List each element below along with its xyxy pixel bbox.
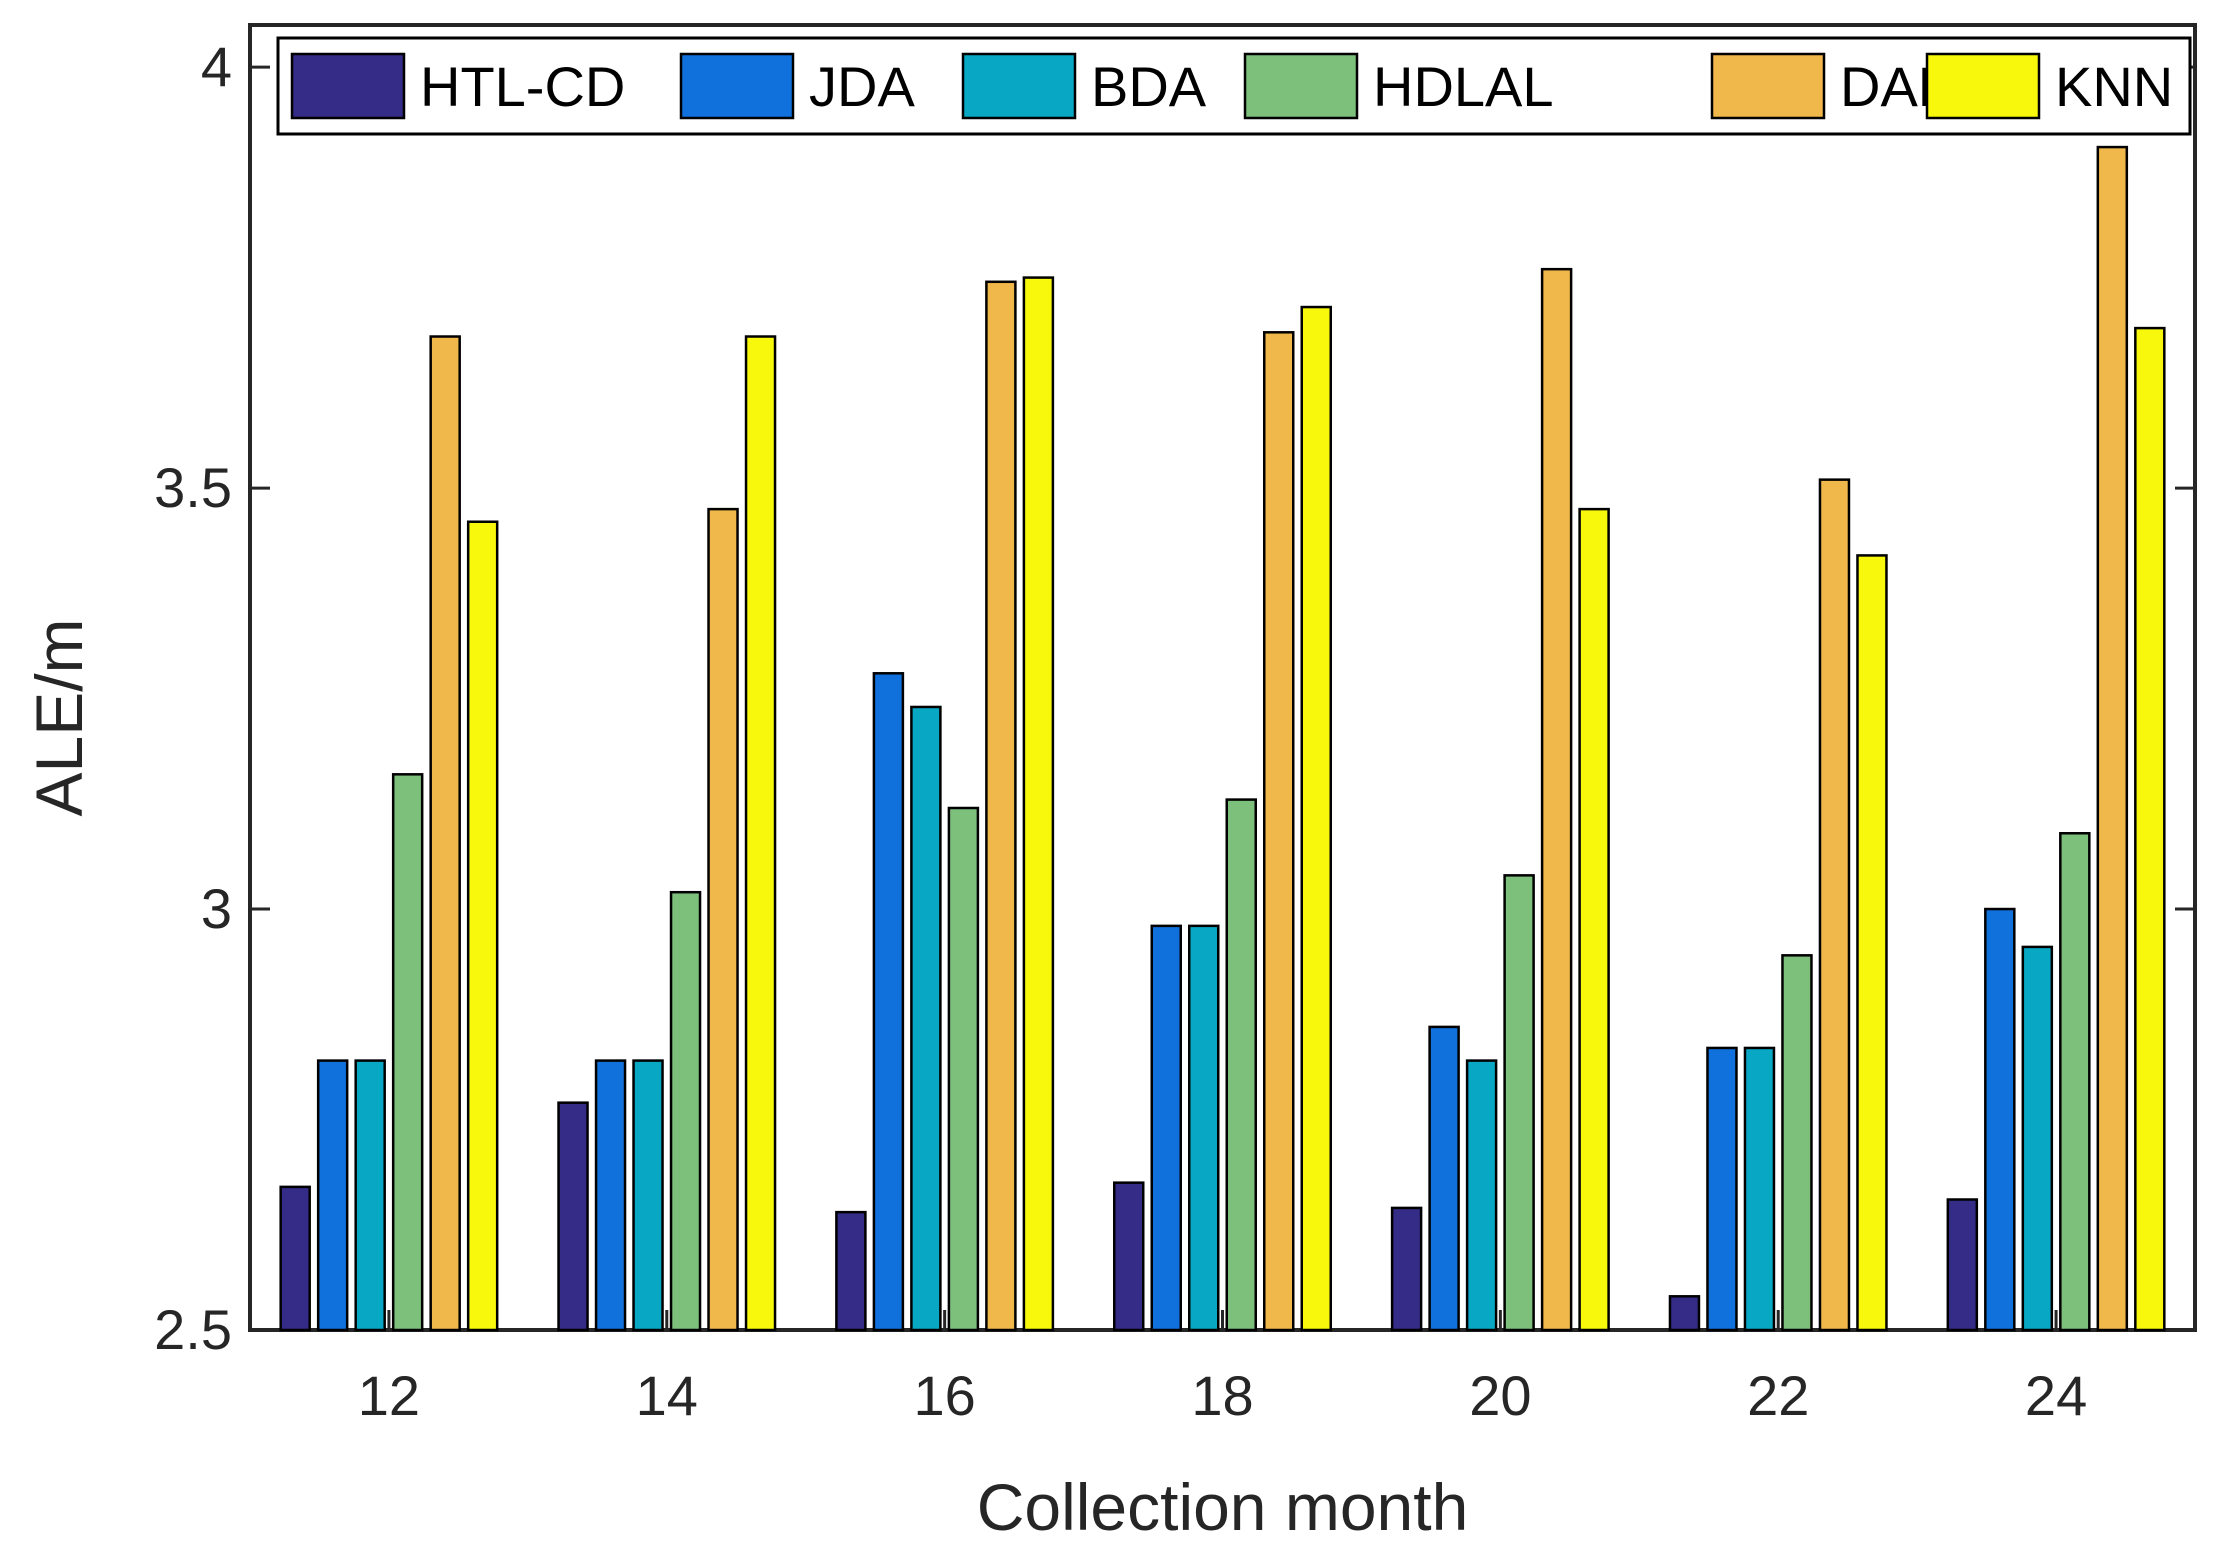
- legend-label: JDA: [809, 55, 915, 118]
- y-tick-label: 4: [201, 35, 232, 98]
- bar-jda-12: [316, 1059, 349, 1332]
- bar-knn-14: [744, 335, 777, 1332]
- bar-jda-16: [872, 672, 905, 1332]
- bar-bda-18: [1188, 924, 1220, 1332]
- x-tick-label: 24: [2025, 1364, 2087, 1427]
- legend-item-knn: KNN: [1925, 52, 2173, 120]
- legend: HTL-CD JDA BDA HDLAL DAMA KNN: [276, 36, 2192, 136]
- bar-dama-14: [707, 507, 739, 1332]
- x-tick-label: 16: [913, 1364, 975, 1427]
- bar-htl-cd-12: [279, 1185, 311, 1332]
- bar-htl-cd-20: [1390, 1206, 1423, 1332]
- bar-dama-24: [2096, 145, 2129, 1332]
- bar-bda-14: [632, 1059, 664, 1332]
- bar-knn-12: [466, 520, 499, 1332]
- x-tick-labels: 12 14 16 18 20 22 24: [358, 1364, 2087, 1427]
- axes-box: [248, 23, 2197, 1332]
- x-tick-label: 14: [636, 1364, 698, 1427]
- bars: [279, 145, 2166, 1332]
- bar-hdlal-16: [947, 806, 980, 1332]
- bar-htl-cd-22: [1668, 1295, 1701, 1332]
- legend-swatch: [679, 52, 795, 120]
- legend-swatch: [961, 52, 1077, 120]
- bar-hdlal-20: [1503, 874, 1535, 1332]
- axis-ticks: [250, 65, 2195, 1332]
- bar-jda-20: [1428, 1025, 1460, 1332]
- x-tick-label: 18: [1191, 1364, 1253, 1427]
- x-tick-label: 20: [1469, 1364, 1531, 1427]
- y-tick-label: 3.5: [154, 456, 232, 519]
- bar-dama-12: [429, 335, 461, 1332]
- x-tick-label: 12: [358, 1364, 420, 1427]
- bar-bda-12: [354, 1059, 386, 1332]
- bar-htl-cd-16: [835, 1210, 867, 1332]
- legend-label: BDA: [1091, 55, 1207, 118]
- bar-bda-20: [1465, 1059, 1498, 1332]
- bar-jda-22: [1706, 1046, 1738, 1332]
- legend-box: [276, 36, 2192, 136]
- bar-htl-cd-18: [1113, 1181, 1145, 1332]
- bar-bda-22: [1743, 1046, 1776, 1332]
- legend-item-htl-cd: HTL-CD: [290, 52, 625, 120]
- bar-dama-18: [1263, 331, 1295, 1332]
- bar-hdlal-18: [1225, 798, 1257, 1332]
- legend-item-jda: JDA: [679, 52, 915, 120]
- bar-jda-24: [1984, 907, 2016, 1332]
- bar-bda-24: [2021, 945, 2054, 1332]
- y-tick-label: 3: [201, 877, 232, 940]
- y-tick-labels: 2.5 3 3.5 4: [154, 35, 232, 1361]
- y-axis-title: ALE/m: [22, 618, 96, 816]
- bar-bda-16: [910, 705, 942, 1332]
- x-axis-title: Collection month: [977, 1470, 1469, 1544]
- legend-item-hdlal: HDLAL: [1243, 52, 1554, 120]
- bar-hdlal-12: [391, 773, 424, 1332]
- bar-knn-18: [1300, 305, 1332, 1332]
- legend-label: KNN: [2055, 55, 2173, 118]
- bar-dama-20: [1540, 267, 1573, 1332]
- legend-swatch: [1243, 52, 1359, 120]
- plot-area: [248, 23, 2197, 1332]
- bar-hdlal-22: [1781, 954, 1813, 1332]
- bar-knn-16: [1022, 276, 1055, 1332]
- bar-jda-18: [1150, 924, 1182, 1332]
- bar-htl-cd-14: [557, 1101, 589, 1332]
- bar-knn-24: [2134, 326, 2166, 1332]
- bar-knn-20: [1578, 507, 1610, 1332]
- legend-item-bda: BDA: [961, 52, 1207, 120]
- bar-dama-16: [985, 280, 1017, 1332]
- legend-label: HDLAL: [1373, 55, 1554, 118]
- x-tick-label: 22: [1747, 1364, 1809, 1427]
- bar-knn-22: [1856, 554, 1888, 1332]
- legend-swatch: [1925, 52, 2041, 120]
- bar-hdlal-24: [2059, 832, 2091, 1332]
- bar-hdlal-14: [669, 890, 702, 1332]
- legend-label: HTL-CD: [420, 55, 625, 118]
- bar-jda-14: [594, 1059, 627, 1332]
- y-tick-label: 2.5: [154, 1298, 232, 1361]
- legend-swatch: [290, 52, 406, 120]
- legend-swatch: [1710, 52, 1826, 120]
- bar-dama-22: [1818, 478, 1851, 1332]
- bar-htl-cd-24: [1946, 1198, 1979, 1332]
